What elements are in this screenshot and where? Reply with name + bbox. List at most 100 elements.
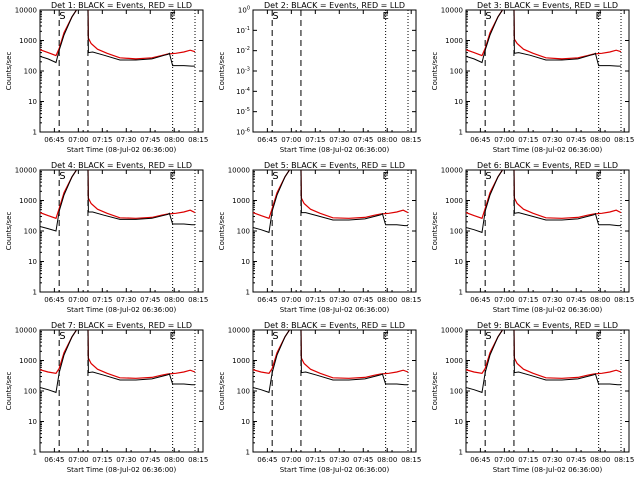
x-tick-label: 08:15	[401, 136, 421, 144]
y-tick-label: 1000	[232, 357, 250, 365]
x-axis-label: Start Time (08-Jul-02 06:36:00)	[67, 146, 177, 154]
y-tick-label: 10	[241, 258, 250, 266]
x-tick-label: 08:00	[590, 456, 610, 464]
y-tick-label: 10-5	[236, 107, 250, 116]
x-tick-label: 08:15	[401, 456, 421, 464]
y-tick-label: 1	[459, 289, 463, 297]
end-marker-label: E	[382, 11, 388, 22]
y-tick-label: 1	[33, 449, 37, 457]
x-axis-label: Start Time (08-Jul-02 06:36:00)	[280, 306, 390, 314]
y-tick-label: 1	[459, 449, 463, 457]
x-tick-label: 07:30	[329, 456, 349, 464]
y-tick-exponent: -5	[245, 107, 250, 113]
y-axis-label: Counts/sec	[218, 372, 226, 411]
y-tick-label: 10000	[441, 7, 463, 15]
x-tick-label: 06:45	[257, 456, 277, 464]
y-tick-label: 10000	[441, 167, 463, 175]
x-axis-label: Start Time (08-Jul-02 06:36:00)	[67, 306, 177, 314]
plot-frame	[252, 9, 417, 133]
detector-panel-8: S E 06:45 07:00 07:15 07:30 07:45 08:00 08:15 1 10…	[218, 321, 421, 474]
y-tick-base: 10	[236, 129, 245, 137]
end-marker-label: E	[595, 331, 601, 342]
x-tick-label: 08:15	[401, 296, 421, 304]
panel-title: Det 2: BLACK = Events, RED = LLD	[264, 1, 405, 10]
start-marker-label: S	[59, 171, 65, 182]
start-marker-label: S	[485, 171, 491, 182]
y-axis-label: Counts/sec	[431, 372, 439, 411]
panel-title: Det 9: BLACK = Events, RED = LLD	[477, 321, 618, 330]
lld-series-line	[466, 170, 622, 220]
x-tick-label: 07:15	[305, 136, 325, 144]
y-axis-label: Counts/sec	[218, 52, 226, 91]
y-tick-label: 100	[238, 6, 250, 15]
x-tick-label: 07:00	[494, 296, 514, 304]
y-axis-label: Counts/sec	[5, 212, 13, 251]
y-tick-label: 1000	[445, 357, 463, 365]
end-marker-label: E	[595, 171, 601, 182]
start-marker-label: S	[272, 331, 278, 342]
x-tick-label: 07:45	[140, 456, 160, 464]
start-marker-label: S	[272, 171, 278, 182]
y-tick-label: 10	[28, 258, 37, 266]
y-tick-label: 1000	[445, 37, 463, 45]
events-series-line	[40, 330, 195, 394]
events-series-line	[253, 330, 408, 394]
x-tick-label: 07:30	[542, 456, 562, 464]
x-tick-label: 08:00	[590, 136, 610, 144]
x-tick-label: 08:00	[164, 136, 184, 144]
y-tick-label: 1	[33, 289, 37, 297]
x-tick-label: 07:30	[542, 136, 562, 144]
detector-panel-3: S E 06:45 07:00 07:15 07:30 07:45 08:00 08:15 1 10…	[431, 1, 634, 154]
plot-frame	[39, 9, 204, 133]
y-tick-label: 10000	[441, 327, 463, 335]
x-tick-label: 07:30	[542, 296, 562, 304]
x-tick-label: 06:45	[257, 136, 277, 144]
x-axis-label: Start Time (08-Jul-02 06:36:00)	[67, 466, 177, 474]
y-axis-label: Counts/sec	[431, 212, 439, 251]
plot-frame	[252, 329, 417, 453]
x-tick-label: 07:15	[92, 296, 112, 304]
events-series-line	[253, 170, 408, 234]
y-tick-label: 10000	[228, 167, 250, 175]
start-marker-label: S	[485, 11, 491, 22]
events-series-line	[466, 10, 621, 67]
x-tick-label: 07:45	[353, 296, 373, 304]
y-tick-label: 10	[28, 418, 37, 426]
x-tick-label: 07:45	[353, 136, 373, 144]
end-marker-label: E	[595, 11, 601, 22]
detector-panel-6: S E 06:45 07:00 07:15 07:30 07:45 08:00 08:15 1 10…	[431, 161, 634, 314]
x-tick-label: 07:15	[518, 136, 538, 144]
detector-panel-4: S E 06:45 07:00 07:15 07:30 07:45 08:00 08:15 1 10…	[5, 161, 208, 314]
x-tick-label: 06:45	[470, 456, 490, 464]
x-tick-label: 08:00	[590, 296, 610, 304]
y-axis-label: Counts/sec	[218, 212, 226, 251]
x-tick-label: 07:00	[68, 136, 88, 144]
x-tick-label: 07:45	[140, 296, 160, 304]
lld-series-line	[40, 10, 196, 60]
x-tick-label: 07:15	[305, 296, 325, 304]
panel-title: Det 8: BLACK = Events, RED = LLD	[264, 321, 405, 330]
y-tick-label: 10000	[228, 327, 250, 335]
x-tick-label: 07:00	[281, 456, 301, 464]
plot-frame	[465, 329, 630, 453]
y-tick-label: 10-6	[236, 128, 250, 137]
y-tick-label: 100	[237, 388, 250, 396]
lld-series-line	[40, 170, 196, 220]
x-tick-label: 07:45	[566, 296, 586, 304]
x-tick-label: 07:15	[92, 456, 112, 464]
x-tick-label: 07:30	[329, 136, 349, 144]
lld-series-line	[253, 330, 409, 379]
y-tick-label: 1000	[19, 357, 37, 365]
detector-panel-1: S E 06:45 07:00 07:15 07:30 07:45 08:00 08:15 1 10…	[5, 1, 208, 154]
x-tick-label: 08:15	[614, 136, 634, 144]
y-tick-label: 10-1	[236, 26, 250, 35]
y-tick-label: 10-2	[236, 46, 250, 55]
x-tick-label: 07:00	[68, 296, 88, 304]
x-axis-label: Start Time (08-Jul-02 06:36:00)	[280, 146, 390, 154]
x-tick-label: 07:00	[281, 296, 301, 304]
y-tick-label: 10000	[15, 167, 37, 175]
x-tick-label: 06:45	[44, 296, 64, 304]
end-marker-label: E	[382, 331, 388, 342]
detector-panel-2: S E06:45 07:00 07:15 07:30 07:45 08:00 08:15100…	[218, 1, 421, 154]
plot-frame	[465, 169, 630, 293]
